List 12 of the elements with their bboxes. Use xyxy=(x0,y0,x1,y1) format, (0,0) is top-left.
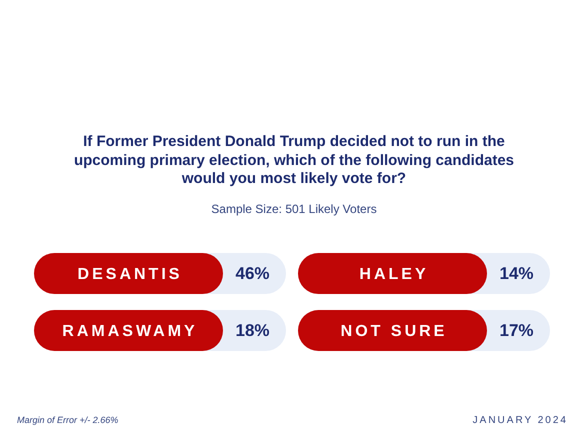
data-label: 46% xyxy=(235,264,270,284)
category-label: RAMASWAMY xyxy=(62,322,198,340)
data-label: 18% xyxy=(235,321,270,340)
category-label: HALEY xyxy=(359,266,429,283)
text: Sample Size: 501 Likely Voters xyxy=(210,202,378,216)
text: If Former President Donald Trump decided not to run in the upcoming primary election, which of the following candidates would you most likely vote for? xyxy=(72,133,516,188)
category-label: NOT SURE xyxy=(340,322,448,340)
category-label: DESANTIS xyxy=(78,266,182,283)
text: Margin of Error +/- 2.66% xyxy=(17,415,118,425)
data-label: 14% xyxy=(499,264,534,284)
text: JANUARY 2024 xyxy=(472,415,568,426)
data-label: 17% xyxy=(499,321,534,340)
